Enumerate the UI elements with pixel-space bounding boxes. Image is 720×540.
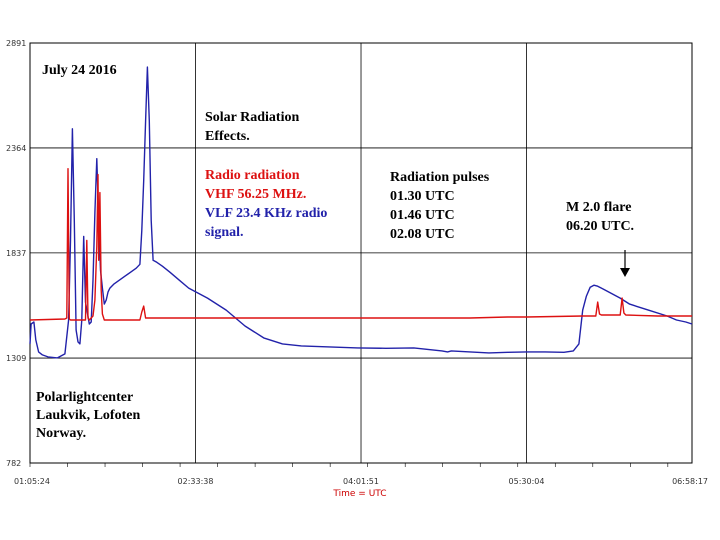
y-tick-label: 782 [6, 459, 21, 468]
annotation-text: Laukvik, Lofoten [36, 408, 140, 423]
series-lines [29, 66, 693, 359]
annotation-text: Radiation pulses [390, 170, 490, 185]
annotation-text: Radio radiation [205, 168, 300, 183]
annotation-text: 01.46 UTC [390, 208, 455, 223]
annotation-text: Norway. [36, 426, 86, 441]
annotation-text: signal. [205, 225, 244, 240]
annotation-text: 01.30 UTC [390, 189, 455, 204]
x-tick-label: 05:30:04 [509, 477, 545, 486]
y-tick-label: 2891 [6, 39, 26, 48]
x-tick-label: 06:58:17 [672, 477, 708, 486]
x-tick-label: 02:33:38 [178, 477, 214, 486]
flare-arrow [620, 250, 630, 277]
x-tick-label: 01:05:24 [14, 477, 50, 486]
axis-ticks: 782 1309 1837 2364 2891 01:05:24 02:33:38 04:01… [6, 39, 708, 486]
annotation-text: Effects. [205, 129, 250, 144]
annotation-text: Polarlightcenter [36, 390, 133, 405]
annotations: July 24 2016 Solar Radiation Effects. Radio… [36, 63, 634, 441]
y-tick-label: 2364 [6, 144, 26, 153]
annotation-text: 02.08 UTC [390, 227, 455, 242]
annotation-text: Solar Radiation [205, 110, 299, 125]
annotation-text: July 24 2016 [42, 63, 117, 78]
annotation-text: 06.20 UTC. [566, 219, 634, 234]
series-line-vhf [29, 167, 692, 321]
y-tick-label: 1309 [6, 354, 26, 363]
x-tick-label: 04:01:51 [343, 477, 379, 486]
annotation-text: VHF 56.25 MHz. [205, 187, 306, 202]
y-tick-label: 1837 [6, 249, 26, 258]
annotation-text: M 2.0 flare [566, 200, 631, 215]
x-axis-title: Time = UTC [332, 489, 386, 499]
annotation-text: VLF 23.4 KHz radio [205, 206, 327, 221]
